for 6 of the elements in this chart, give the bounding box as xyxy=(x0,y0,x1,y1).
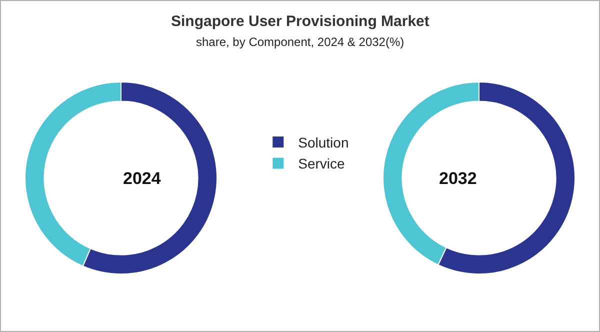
slice-label: 2032 xyxy=(439,169,477,188)
slice-label: 2024 xyxy=(123,169,162,188)
chart-title: Singapore User Provisioning Market xyxy=(171,13,430,30)
chart-subtitle: share, by Component, 2024 & 2032(%) xyxy=(196,35,404,49)
legend-label: Service xyxy=(298,156,346,172)
legend-label: Solution xyxy=(298,134,349,150)
